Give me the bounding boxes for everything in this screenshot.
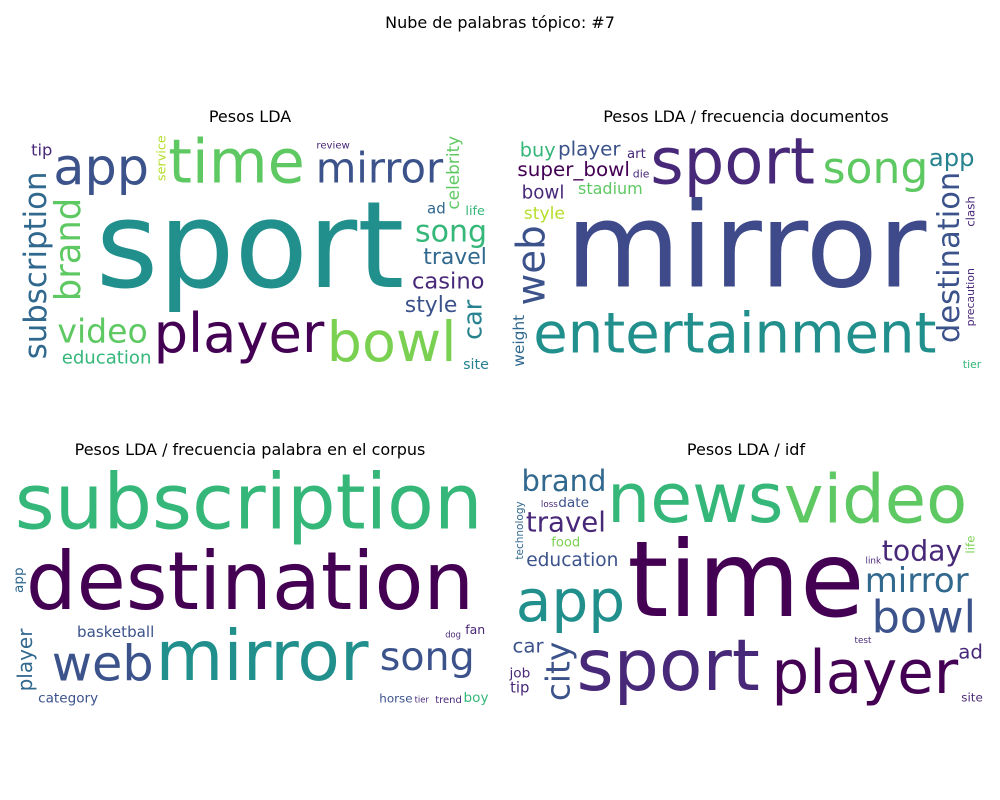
word-mirror: mirror <box>865 561 969 601</box>
word-technology: technology <box>514 501 526 559</box>
figure-suptitle: Nube de palabras tópico: #7 <box>385 13 615 32</box>
wordcloud-canvas: sport player time bowl mirror app video subscri… <box>10 133 490 373</box>
word-food: food <box>551 536 580 551</box>
word-brand: brand <box>48 198 89 301</box>
word-casino: casino <box>412 269 484 295</box>
panel-title: Pesos LDA / frecuencia palabra en el cor… <box>74 440 426 459</box>
word-song: song <box>415 214 487 249</box>
word-life: life <box>963 535 977 553</box>
word-style: style <box>405 293 458 318</box>
word-entertainment: entertainment <box>533 302 936 367</box>
word-style: style <box>524 204 565 224</box>
word-app: app <box>929 144 975 172</box>
word-video: video <box>57 312 147 351</box>
word-test: test <box>855 636 872 646</box>
word-subscription: subscription <box>15 466 483 548</box>
word-city: city <box>539 642 577 701</box>
word-horse: horse <box>379 692 412 706</box>
panel-title: Pesos LDA / frecuencia documentos <box>603 107 889 126</box>
word-site: site <box>463 357 489 373</box>
word-sport: sport <box>96 177 405 316</box>
word-loss: loss <box>541 500 558 510</box>
word-buy: buy <box>520 138 556 161</box>
wordcloud-canvas: destination subscription mirror web song play… <box>10 466 490 706</box>
wordcloud-panel-idf: Pesos LDA / idf time sport news video player… <box>508 440 984 706</box>
word-ad: ad <box>427 199 446 217</box>
word-tier: tier <box>963 358 982 371</box>
word-life: life <box>465 204 485 219</box>
word-dog: dog <box>445 630 461 640</box>
word-mirror: mirror <box>156 616 369 697</box>
word-precaution: precaution <box>964 268 977 326</box>
word-travel: travel <box>526 505 606 538</box>
word-bowl: bowl <box>327 311 457 373</box>
word-fan: fan <box>465 622 485 637</box>
word-tip: tip <box>31 140 52 159</box>
word-stadium: stadium <box>578 179 643 198</box>
wordcloud-panel-corpus-freq: Pesos LDA / frecuencia palabra en el cor… <box>10 440 490 706</box>
word-app: app <box>516 567 626 635</box>
word-job: job <box>509 666 531 682</box>
word-review: review <box>316 141 349 152</box>
word-web: web <box>509 225 554 305</box>
word-art: art <box>627 147 646 162</box>
word-education: education <box>526 550 618 571</box>
word-service: service <box>154 135 169 181</box>
word-player: player <box>154 302 325 365</box>
word-player: player <box>13 628 37 692</box>
word-bowl: bowl <box>522 183 565 204</box>
word-date: date <box>558 495 589 511</box>
word-news: news <box>607 466 783 539</box>
wordcloud-canvas: time sport news video player app bowl mirror edu… <box>508 466 984 706</box>
panel-title: Pesos LDA <box>208 107 292 126</box>
word-site: site <box>961 691 982 705</box>
word-tier: tier <box>415 695 430 705</box>
word-category: category <box>38 690 98 706</box>
word-die: die <box>633 167 650 180</box>
word-video: video <box>784 466 968 539</box>
word-web: web <box>52 634 154 692</box>
word-time: time <box>168 133 305 197</box>
word-brand: brand <box>522 466 607 498</box>
word-song: song <box>380 634 475 680</box>
word-trend: trend <box>435 695 462 706</box>
word-car: car <box>513 635 545 658</box>
word-boy: boy <box>464 690 489 706</box>
word-destination: destination <box>932 172 967 343</box>
word-bowl: bowl <box>872 592 976 644</box>
word-mirror: mirror <box>566 177 927 315</box>
word-super-bowl: super_bowl <box>517 158 630 181</box>
word-mirror: mirror <box>316 143 444 192</box>
word-education: education <box>62 348 152 369</box>
word-time: time <box>627 519 864 641</box>
word-car: car <box>458 299 488 340</box>
word-player: player <box>772 639 959 706</box>
word-tip: tip <box>510 679 529 696</box>
word-sport: sport <box>650 133 815 200</box>
wordcloud-panel-doc-freq: Pesos LDA / frecuencia documentos mirror… <box>508 107 984 373</box>
word-link: link <box>866 557 882 567</box>
word-player: player <box>558 137 621 160</box>
word-destination: destination <box>26 535 474 628</box>
wordcloud-panel-lda: Pesos LDA sport player time bowl mirror app vi… <box>10 107 490 373</box>
word-clash: clash <box>963 196 977 227</box>
word-ad: ad <box>958 641 983 664</box>
word-song: song <box>823 143 929 194</box>
word-subscription: subscription <box>18 171 54 359</box>
word-weight: weight <box>510 315 528 367</box>
word-today: today <box>882 535 962 568</box>
wordcloud-canvas: mirror sport entertainment destination song s… <box>508 133 984 373</box>
word-app: app <box>11 567 27 593</box>
panel-title: Pesos LDA / idf <box>686 440 806 459</box>
word-travel: travel <box>423 245 487 270</box>
word-app: app <box>53 139 149 198</box>
word-celebrity: celebrity <box>443 136 463 210</box>
word-basketball: basketball <box>77 623 154 641</box>
word-sport: sport <box>577 624 760 706</box>
